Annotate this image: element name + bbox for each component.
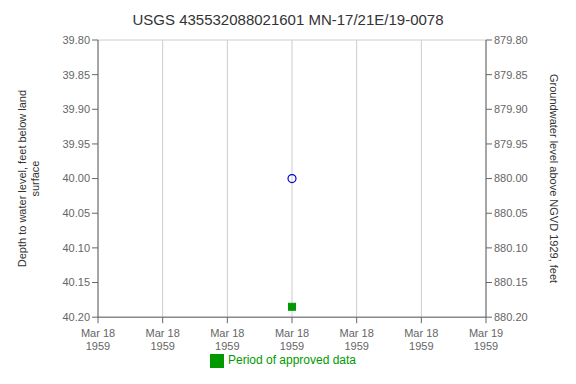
svg-text:880.15: 880.15 — [494, 276, 528, 288]
html-text:Period of approved data: Period of approved data — [228, 353, 356, 368]
svg-text:Mar 181959: Mar 181959 — [275, 327, 309, 352]
svg-text:Mar 181959: Mar 181959 — [210, 327, 244, 352]
svg-text:Mar 181959: Mar 181959 — [404, 327, 438, 352]
svg-text:880.10: 880.10 — [494, 242, 528, 254]
svg-text:879.80: 879.80 — [494, 34, 528, 46]
svg-text:40.15: 40.15 — [62, 276, 90, 288]
html-text:USGS 435532088021601 MN-17/21E: USGS 435532088021601 MN-17/21E/19-0078 — [132, 11, 444, 28]
svg-text:879.85: 879.85 — [494, 69, 528, 81]
svg-text:39.85: 39.85 — [62, 69, 90, 81]
svg-text:39.80: 39.80 — [62, 34, 90, 46]
svg-text:880.20: 880.20 — [494, 311, 528, 323]
svg-text:40.05: 40.05 — [62, 207, 90, 219]
svg-text:Groundwater level above NGVD 1: Groundwater level above NGVD 1929, feet — [548, 74, 560, 283]
svg-text:Mar 191959: Mar 191959 — [469, 327, 503, 352]
svg-text:40.00: 40.00 — [62, 172, 90, 184]
svg-text:879.95: 879.95 — [494, 138, 528, 150]
svg-text:880.05: 880.05 — [494, 207, 528, 219]
svg-text:879.90: 879.90 — [494, 103, 528, 115]
svg-text:Mar 181959: Mar 181959 — [146, 327, 180, 352]
svg-text:40.10: 40.10 — [62, 242, 90, 254]
svg-text:Mar 181959: Mar 181959 — [340, 327, 374, 352]
svg-text:40.20: 40.20 — [62, 311, 90, 323]
svg-text:Mar 181959: Mar 181959 — [81, 327, 115, 352]
svg-text:880.00: 880.00 — [494, 172, 528, 184]
svg-text:39.95: 39.95 — [62, 138, 90, 150]
svg-text:39.90: 39.90 — [62, 103, 90, 115]
svg-text:Depth to water level, feet bel: Depth to water level, feet below landsur… — [16, 90, 41, 267]
